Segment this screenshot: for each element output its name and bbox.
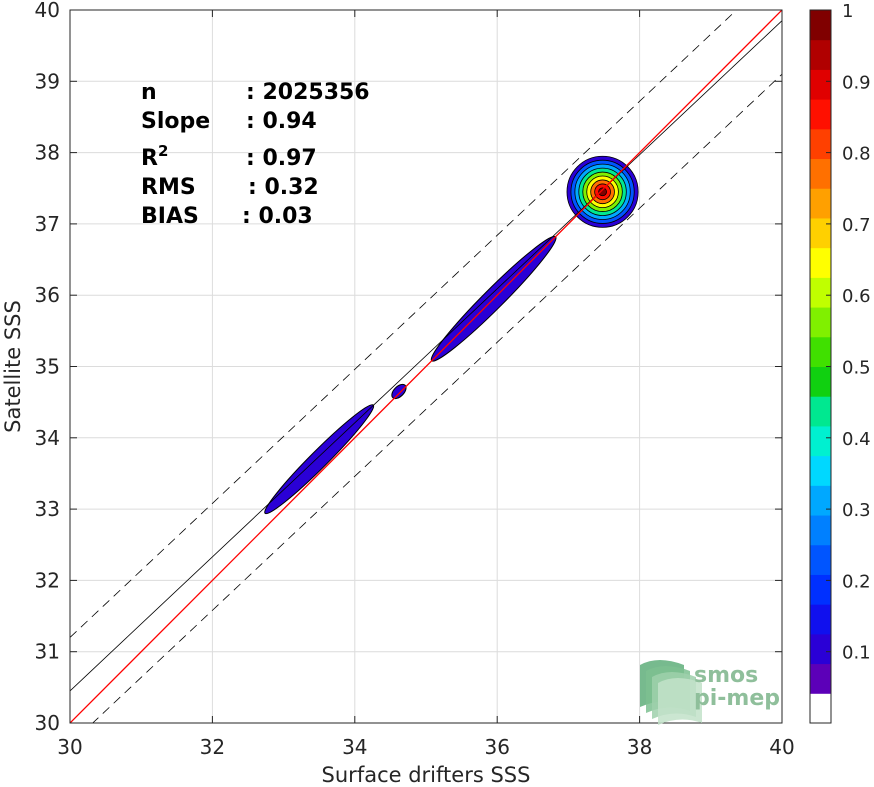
colorbar-segment	[810, 307, 831, 338]
stat-value: : 0.97	[246, 146, 317, 171]
colorbar-segment	[810, 128, 831, 160]
y-tick-label: 34	[35, 426, 60, 450]
y-tick-label: 40	[35, 0, 60, 22]
stat-label: n	[141, 80, 157, 105]
reference-lines	[70, 10, 782, 723]
x-tick-label: 40	[769, 735, 794, 759]
colorbar-segment	[810, 217, 831, 249]
colorbar-segment	[810, 247, 831, 278]
colorbar-segment	[810, 277, 831, 308]
lower-dashed-bound	[92, 73, 782, 723]
colorbar: 0.1 0.2 0.3 0.4 0.5 0.6 0.7 0.8 0.9 1	[809, 1, 871, 724]
x-tick-label: 38	[627, 735, 652, 759]
stat-value: : 2025356	[246, 80, 370, 105]
colorbar-segment	[810, 544, 831, 575]
colorbar-segment	[810, 515, 831, 546]
colorbar-segment	[810, 633, 831, 665]
colorbar-segment	[810, 99, 831, 130]
stat-value: : 0.32	[248, 175, 319, 200]
stat-value: : 0.94	[246, 109, 317, 134]
density-contour-level	[598, 187, 607, 197]
y-tick-label: 33	[35, 497, 60, 521]
colorbar-segment	[810, 574, 831, 605]
colorbar-tick-label: 0.7	[842, 215, 871, 236]
x-tick-label: 34	[342, 735, 367, 759]
smos-pimep-logo: smos pi-mep	[640, 660, 780, 725]
regression-line	[70, 20, 782, 692]
y-tick-label: 37	[35, 212, 60, 236]
colorbar-segment	[810, 663, 831, 694]
y-tick-label: 35	[35, 355, 60, 379]
stat-label: Slope	[141, 109, 210, 134]
logo-text-smos: smos	[694, 663, 758, 688]
colorbar-segment	[810, 39, 831, 70]
upper-dashed-bound	[70, 10, 738, 638]
y-tick-label: 36	[35, 283, 60, 307]
colorbar-tick-label: 0.2	[842, 571, 871, 592]
colorbar-segment	[810, 396, 831, 427]
stat-superscript: 2	[158, 142, 168, 160]
colorbar-segment	[810, 336, 831, 367]
x-axis-label: Surface drifters SSS	[322, 763, 531, 787]
colorbar-segment	[810, 366, 831, 397]
y-axis-label: Satellite SSS	[1, 300, 25, 433]
y-tick-label: 39	[35, 69, 60, 93]
stat-label: RMS	[141, 175, 196, 200]
stat-label: R2	[141, 142, 168, 171]
logo-waves-icon	[640, 660, 702, 725]
y-tick-label: 30	[35, 711, 60, 735]
colorbar-tick-label: 1	[842, 1, 853, 22]
colorbar-segment	[810, 69, 831, 100]
y-tick-label: 31	[35, 640, 60, 664]
colorbar-tick-label: 0.1	[842, 643, 871, 664]
colorbar-segment	[810, 604, 831, 635]
colorbar-segment	[810, 693, 831, 724]
stat-value: : 0.03	[242, 204, 313, 229]
colorbar-segment	[810, 158, 831, 189]
colorbar-segment	[810, 188, 831, 219]
y-tick-label: 32	[35, 568, 60, 592]
colorbar-tick-label: 0.9	[842, 72, 871, 93]
y-tick-label: 38	[35, 141, 60, 165]
identity-line	[70, 10, 782, 723]
colorbar-segment	[810, 425, 831, 457]
colorbar-tick-label: 0.5	[842, 358, 871, 379]
logo-wave-layer	[658, 678, 702, 725]
x-tick-label: 32	[200, 735, 225, 759]
colorbar-segment	[810, 10, 831, 41]
colorbar-tick-label: 0.4	[842, 429, 871, 450]
colorbar-tick-label: 0.6	[842, 286, 871, 307]
colorbar-tick-label: 0.3	[842, 500, 871, 521]
x-tick-label: 30	[57, 735, 82, 759]
stat-label: BIAS	[141, 204, 199, 229]
axis-ticks: 30 32 34 36 38 40 30 31 32 33 34 35 36 37 38 39 40	[35, 0, 795, 759]
logo-text-pimep: pi-mep	[694, 686, 780, 711]
x-tick-label: 36	[484, 735, 509, 759]
statistics-box: n : 2025356 Slope : 0.94 R2 : 0.97 RMS : 0.32 BI…	[141, 80, 370, 229]
colorbar-segment	[810, 485, 831, 516]
colorbar-tick-label: 0.8	[842, 144, 871, 165]
colorbar-segment	[810, 455, 831, 486]
density-contour	[391, 383, 407, 400]
